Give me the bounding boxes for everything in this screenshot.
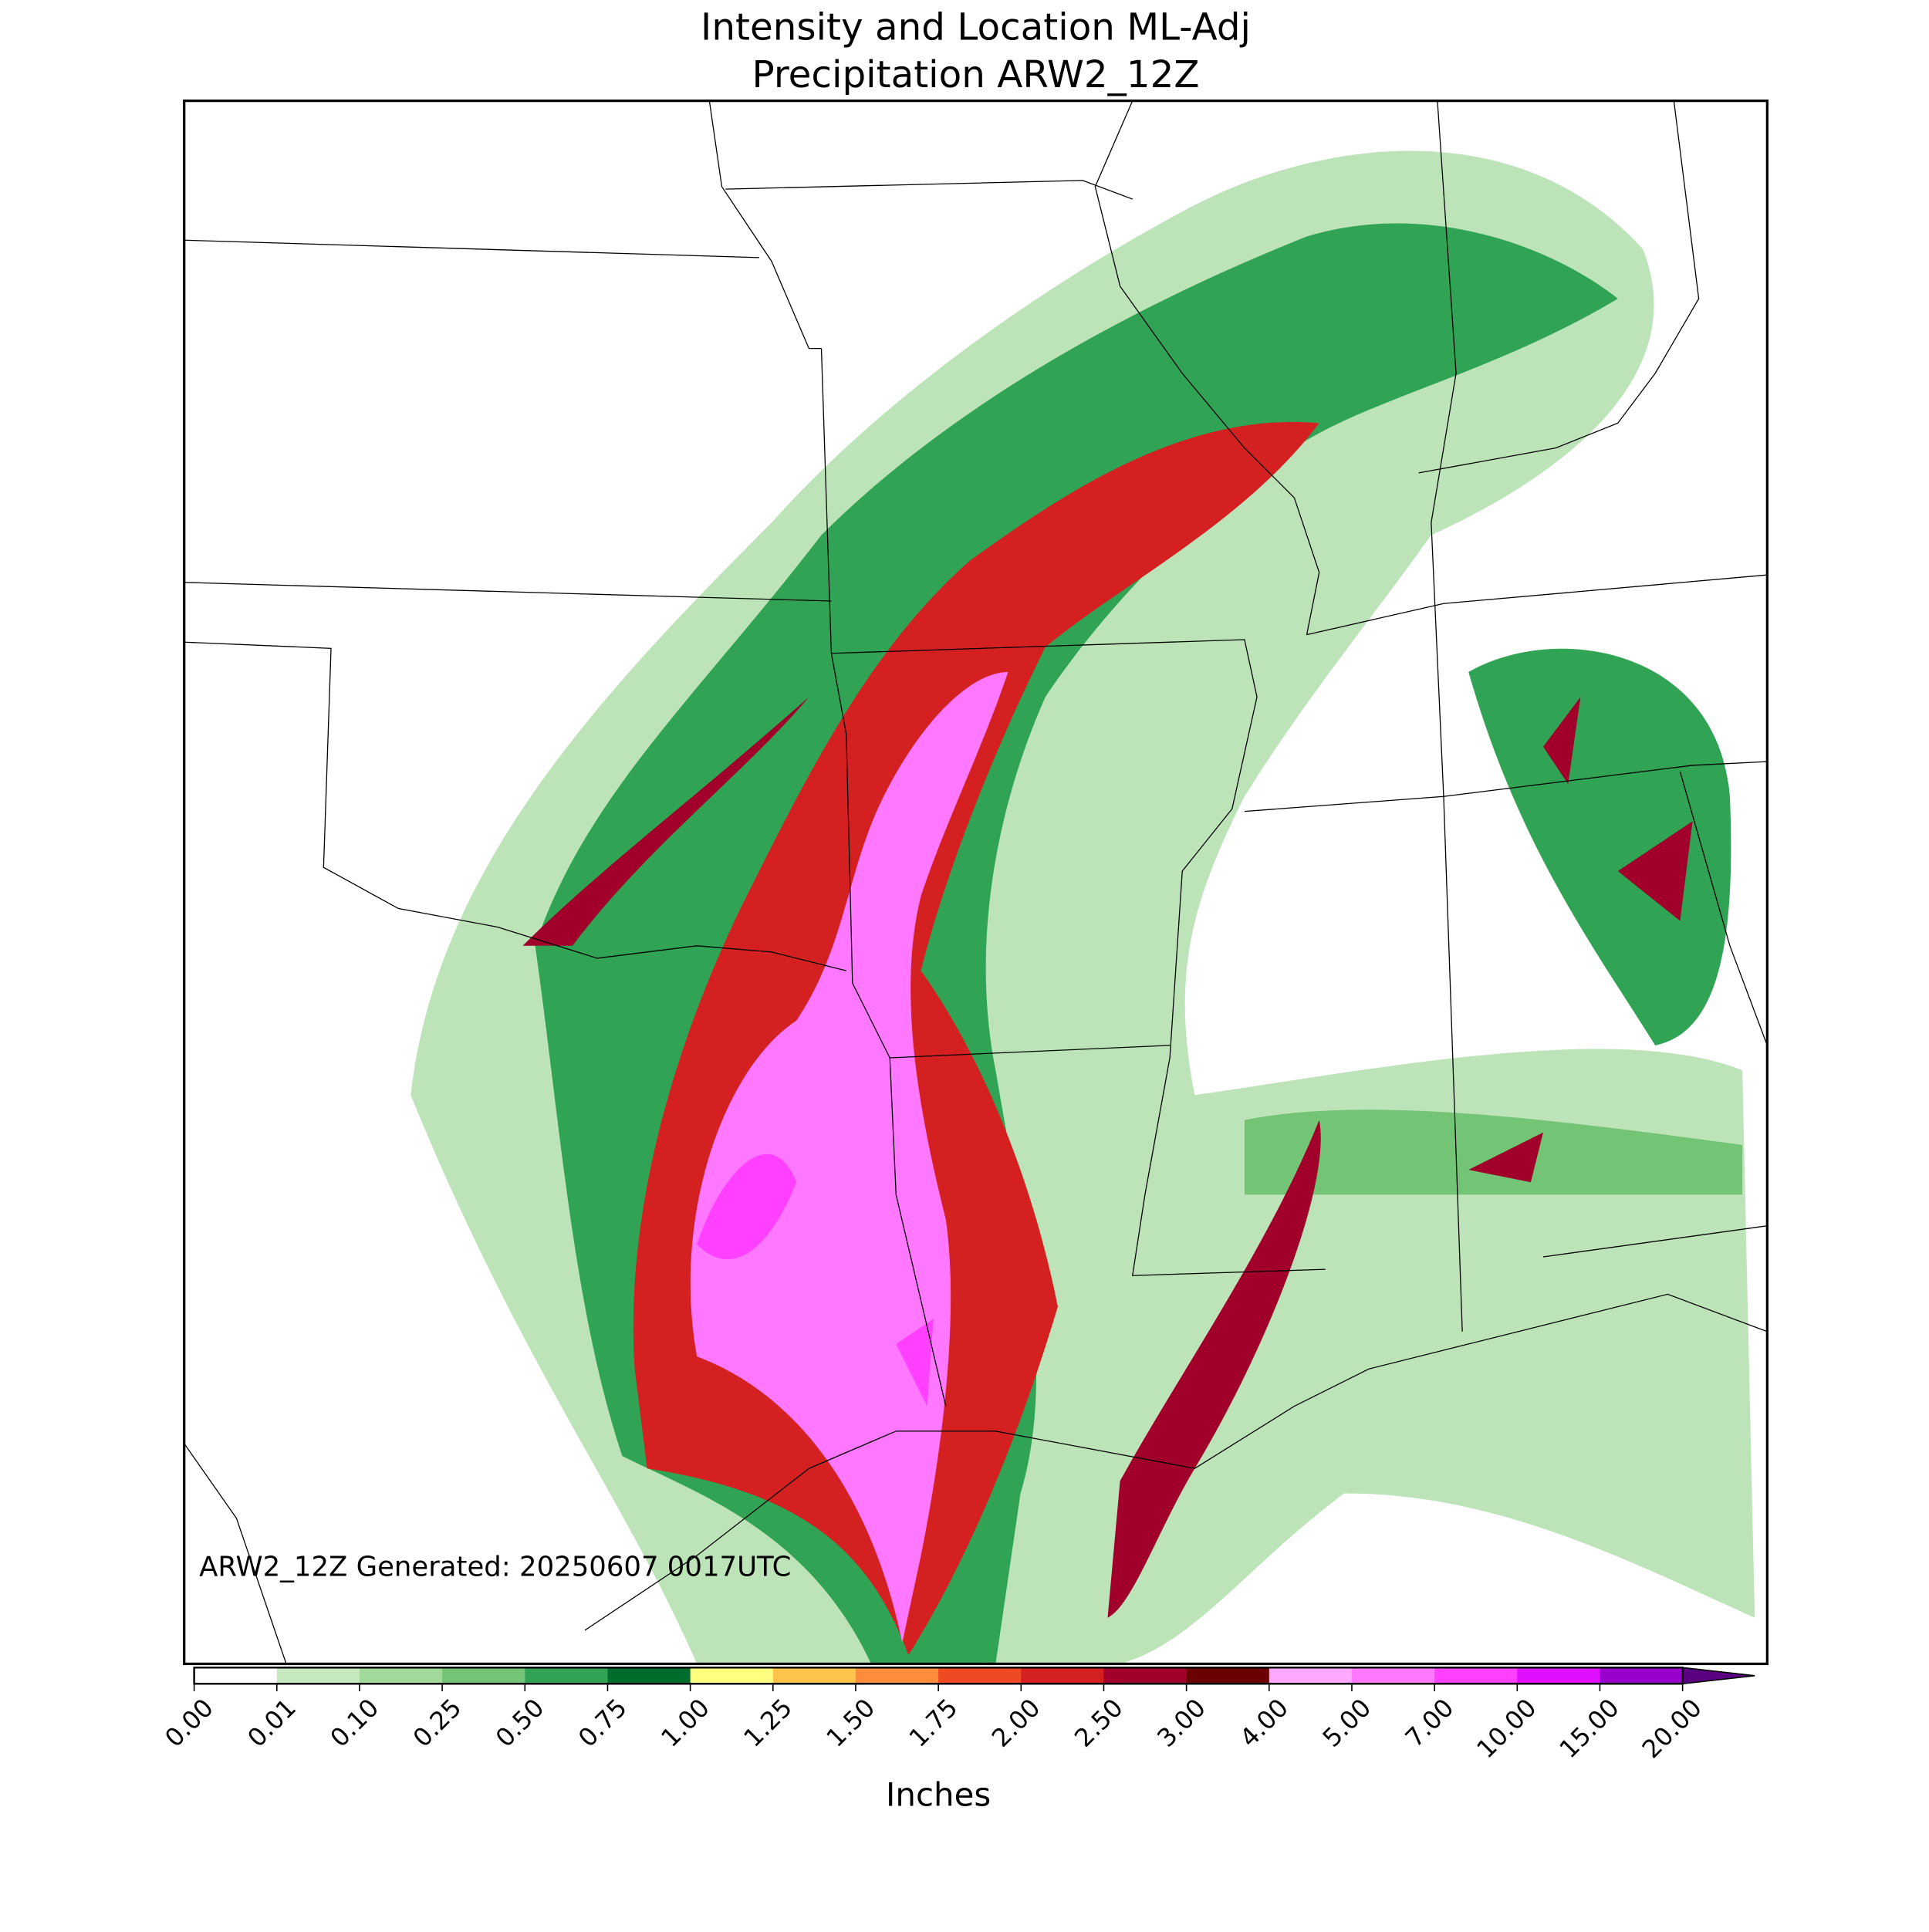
colorbar-tick-label: 15.00 — [1554, 1693, 1625, 1764]
precip-moderate-east — [1468, 648, 1731, 1045]
state-line — [1306, 574, 1768, 636]
colorbar-segment — [194, 1667, 278, 1684]
colorbar-tick-label: 0.10 — [325, 1693, 385, 1753]
colorbar-tick-label: 7.00 — [1400, 1693, 1460, 1753]
state-line — [184, 239, 759, 258]
colorbar-segment — [1600, 1667, 1684, 1684]
state-line — [708, 100, 822, 350]
colorbar-segment — [772, 1667, 856, 1684]
colorbar-segment — [1103, 1667, 1187, 1684]
colorbar-tick-label: 1.25 — [738, 1693, 798, 1753]
title-line-2: Precipitation ARW2_12Z — [752, 53, 1200, 96]
colorbar-tick-label: 2.00 — [986, 1693, 1046, 1753]
colorbar-segment — [1434, 1667, 1518, 1684]
colorbar-segment — [690, 1667, 774, 1684]
colorbar: 0.00 0.01 0.10 0.25 0.50 0.75 1.00 1.25 1.50 1.75… — [159, 1667, 1755, 1764]
coastline — [584, 1293, 1768, 1631]
map — [184, 100, 1768, 1664]
colorbar-segment — [938, 1667, 1022, 1684]
state-line — [1679, 771, 1768, 1046]
state-line — [1542, 1225, 1768, 1258]
colorbar-segment — [359, 1667, 443, 1684]
colorbar-segment — [1351, 1667, 1435, 1684]
colorbar-segment — [276, 1667, 360, 1684]
colorbar-segment — [855, 1667, 939, 1684]
precip-extreme-core — [697, 1153, 934, 1407]
colorbar-segment — [1517, 1667, 1600, 1684]
state-line — [1094, 100, 1320, 635]
state-line — [1244, 761, 1768, 812]
colorbar-tick-label: 5.00 — [1317, 1693, 1377, 1753]
state-line — [831, 639, 1326, 1276]
state-line — [1418, 100, 1700, 474]
colorbar-tick-label: 0.25 — [407, 1693, 468, 1753]
colorbar-segment — [525, 1667, 608, 1684]
state-line — [184, 582, 832, 602]
state-line — [184, 641, 846, 971]
colorbar-tick-label: 4.00 — [1234, 1693, 1294, 1753]
precip-extreme — [690, 671, 1008, 1643]
colorbar-extension — [1681, 1667, 1755, 1685]
colorbar-segment — [1021, 1667, 1104, 1684]
colorbar-tick-label: 20.00 — [1637, 1693, 1708, 1764]
state-line — [1431, 100, 1463, 1332]
colorbar-tick-label: 0.00 — [159, 1693, 219, 1753]
colorbar-tick-label: 0.75 — [573, 1693, 633, 1753]
state-line — [725, 180, 1133, 200]
colorbar-tick-label: 1.00 — [655, 1693, 715, 1753]
colorbar-tick-label: 10.00 — [1471, 1693, 1542, 1764]
colorbar-segment — [1269, 1667, 1353, 1684]
title-line-1: Intensity and Location ML-Adj — [701, 6, 1251, 49]
colorbar-tick-label: 1.75 — [904, 1693, 964, 1753]
colorbar-segment — [442, 1667, 525, 1684]
colorbar-segment — [1186, 1667, 1270, 1684]
colorbar-tick-label: 0.50 — [490, 1693, 550, 1753]
colorbar-tick-label: 3.00 — [1151, 1693, 1211, 1753]
colorbar-tick-label: 0.01 — [242, 1693, 302, 1753]
colorbar-tick-label: 2.50 — [1069, 1693, 1129, 1753]
colorbar-label: Inches — [886, 1776, 991, 1814]
precip-band-east — [1244, 1110, 1743, 1195]
state-line — [890, 1045, 1171, 1059]
border-line — [184, 1443, 287, 1664]
map-frame — [183, 100, 1769, 1666]
colorbar-segment — [607, 1667, 691, 1684]
colorbar-tick-label: 1.50 — [821, 1693, 881, 1753]
annotation: ARW2_12Z Generated: 20250607 0017UTC — [199, 1551, 791, 1582]
